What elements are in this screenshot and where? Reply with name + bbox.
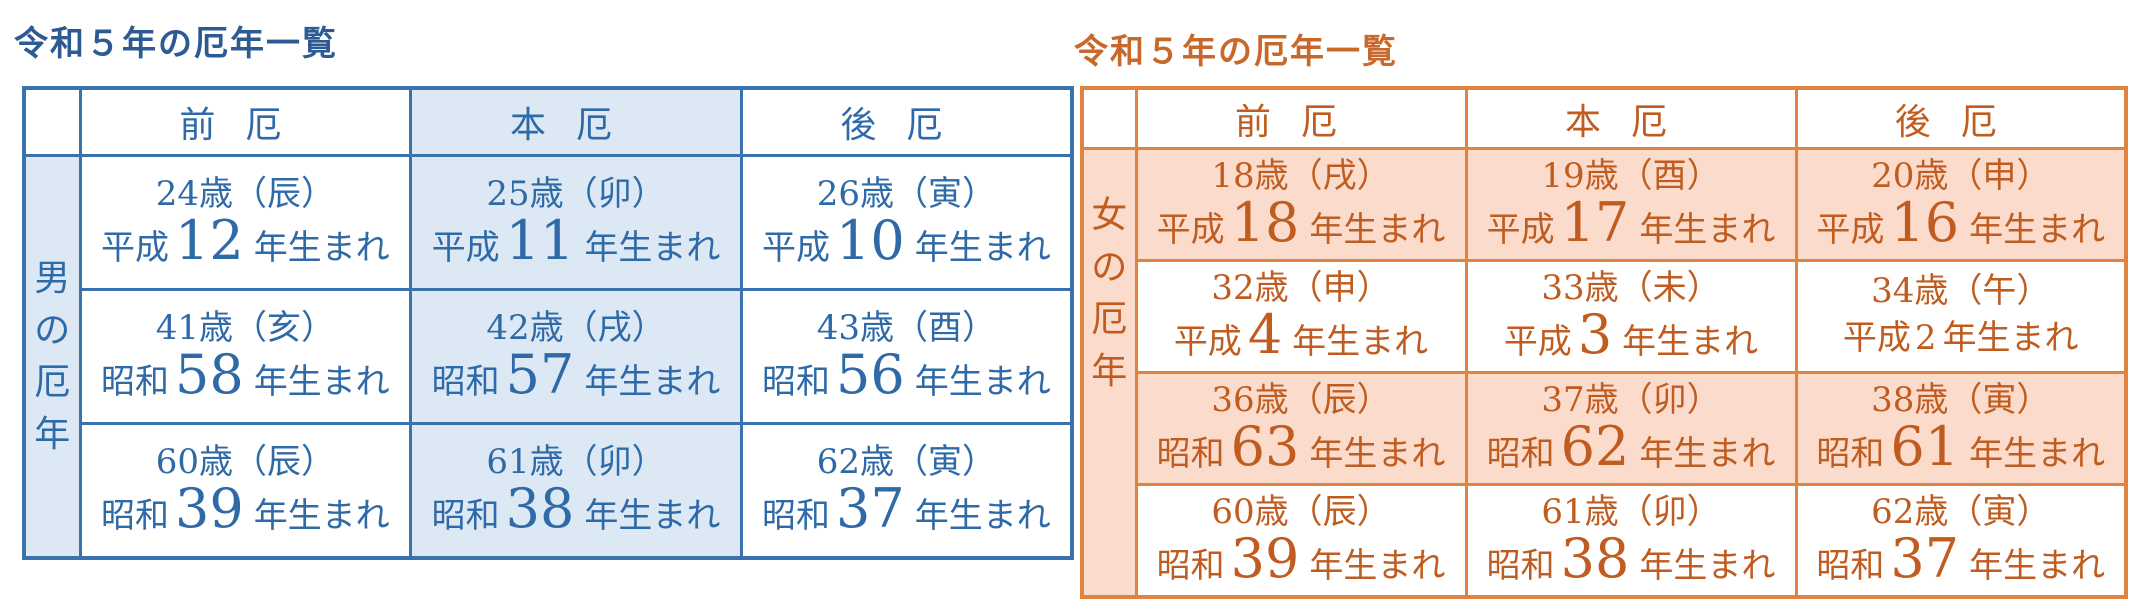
table-row: 女の厄年 18歳（戌） 平成 18 年生まれ 19歳（酉） 平成 17 年生まれ 20歳（申… xyxy=(1080,147,2128,599)
cell-atoyaku: 34歳（午） 平成 2 年生まれ xyxy=(1794,258,2128,374)
cell-maeyaku: 36歳（辰） 昭和 63 年生まれ xyxy=(1134,370,1468,486)
cell-honyaku: 61歳（卯） 昭和 38 年生まれ xyxy=(409,421,743,560)
side-label-male: 男の厄年 xyxy=(22,154,82,560)
female-yakudoshi-table: 前厄 本厄 後厄 女の厄年 18歳（戌） 平成 18 年生まれ 19歳（酉） 平成 17 年… xyxy=(1080,86,2128,599)
cell-atoyaku: 38歳（寅） 昭和 61 年生まれ xyxy=(1794,370,2128,486)
cell-maeyaku: 60歳（辰） 昭和 39 年生まれ xyxy=(1134,482,1468,599)
corner-cell xyxy=(1080,86,1138,150)
cell-honyaku: 37歳（卯） 昭和 62 年生まれ xyxy=(1464,370,1798,486)
male-table-title: 令和５年の厄年一覧 xyxy=(14,24,338,64)
header-row: 前厄 本厄 後厄 xyxy=(22,86,1074,157)
cell-maeyaku: 41歳（亥） 昭和 58 年生まれ xyxy=(78,287,413,425)
side-label-text: 男の厄年 xyxy=(34,257,71,455)
table-row: 60歳（辰） 昭和 39 年生まれ 61歳（卯） 昭和 38 年生まれ 62歳（寅） 昭和 37… xyxy=(1082,482,2128,599)
header-row: 前厄 本厄 後厄 xyxy=(1080,86,2128,150)
table-row: 60歳（辰） 昭和 39 年生まれ 61歳（卯） 昭和 38 年生まれ 62歳（寅） 昭和 37… xyxy=(24,421,1074,560)
cell-honyaku: 61歳（卯） 昭和 38 年生まれ xyxy=(1464,482,1798,599)
header-honyaku: 本厄 xyxy=(409,86,743,157)
header-atoyaku: 後厄 xyxy=(739,86,1074,157)
cell-maeyaku: 24歳（辰） 平成 12 年生まれ xyxy=(78,154,413,291)
table-row: 32歳（申） 平成 4 年生まれ 33歳（未） 平成 3 年生まれ 34歳（午） 平成 2 年生ま… xyxy=(1082,258,2128,374)
cell-maeyaku: 18歳（戌） 平成 18 年生まれ xyxy=(1134,147,1468,262)
side-label-text: 女の厄年 xyxy=(1091,195,1128,392)
cell-atoyaku: 62歳（寅） 昭和 37 年生まれ xyxy=(739,421,1074,560)
cell-atoyaku: 62歳（寅） 昭和 37 年生まれ xyxy=(1794,482,2128,599)
cell-honyaku: 25歳（卯） 平成 11 年生まれ xyxy=(409,154,743,291)
table-row: 36歳（辰） 昭和 63 年生まれ 37歳（卯） 昭和 62 年生まれ 38歳（寅） 昭和 61… xyxy=(1082,370,2128,486)
cell-honyaku: 33歳（未） 平成 3 年生まれ xyxy=(1464,258,1798,374)
cell-atoyaku: 26歳（寅） 平成 10 年生まれ xyxy=(739,154,1074,291)
cell-honyaku: 19歳（酉） 平成 17 年生まれ xyxy=(1464,147,1798,262)
header-maeyaku: 前厄 xyxy=(1134,86,1468,150)
cell-maeyaku: 60歳（辰） 昭和 39 年生まれ xyxy=(78,421,413,560)
female-table-title: 令和５年の厄年一覧 xyxy=(1074,32,1398,72)
cell-atoyaku: 43歳（酉） 昭和 56 年生まれ xyxy=(739,287,1074,425)
cell-honyaku: 42歳（戌） 昭和 57 年生まれ xyxy=(409,287,743,425)
header-honyaku: 本厄 xyxy=(1464,86,1798,150)
side-label-female: 女の厄年 xyxy=(1080,147,1138,599)
corner-cell xyxy=(22,86,82,157)
table-row: 男の厄年 24歳（辰） 平成 12 年生まれ 25歳（卯） 平成 11 年生まれ 26歳（寅… xyxy=(22,154,1074,560)
table-row: 41歳（亥） 昭和 58 年生まれ 42歳（戌） 昭和 57 年生まれ 43歳（酉） 昭和 56… xyxy=(24,287,1074,425)
cell-maeyaku: 32歳（申） 平成 4 年生まれ xyxy=(1134,258,1468,374)
header-atoyaku: 後厄 xyxy=(1794,86,2128,150)
male-yakudoshi-table: 前厄 本厄 後厄 男の厄年 24歳（辰） 平成 12 年生まれ 25歳（卯） 平成 11 年… xyxy=(22,86,1074,560)
cell-atoyaku: 20歳（申） 平成 16 年生まれ xyxy=(1794,147,2128,262)
header-maeyaku: 前厄 xyxy=(78,86,413,157)
